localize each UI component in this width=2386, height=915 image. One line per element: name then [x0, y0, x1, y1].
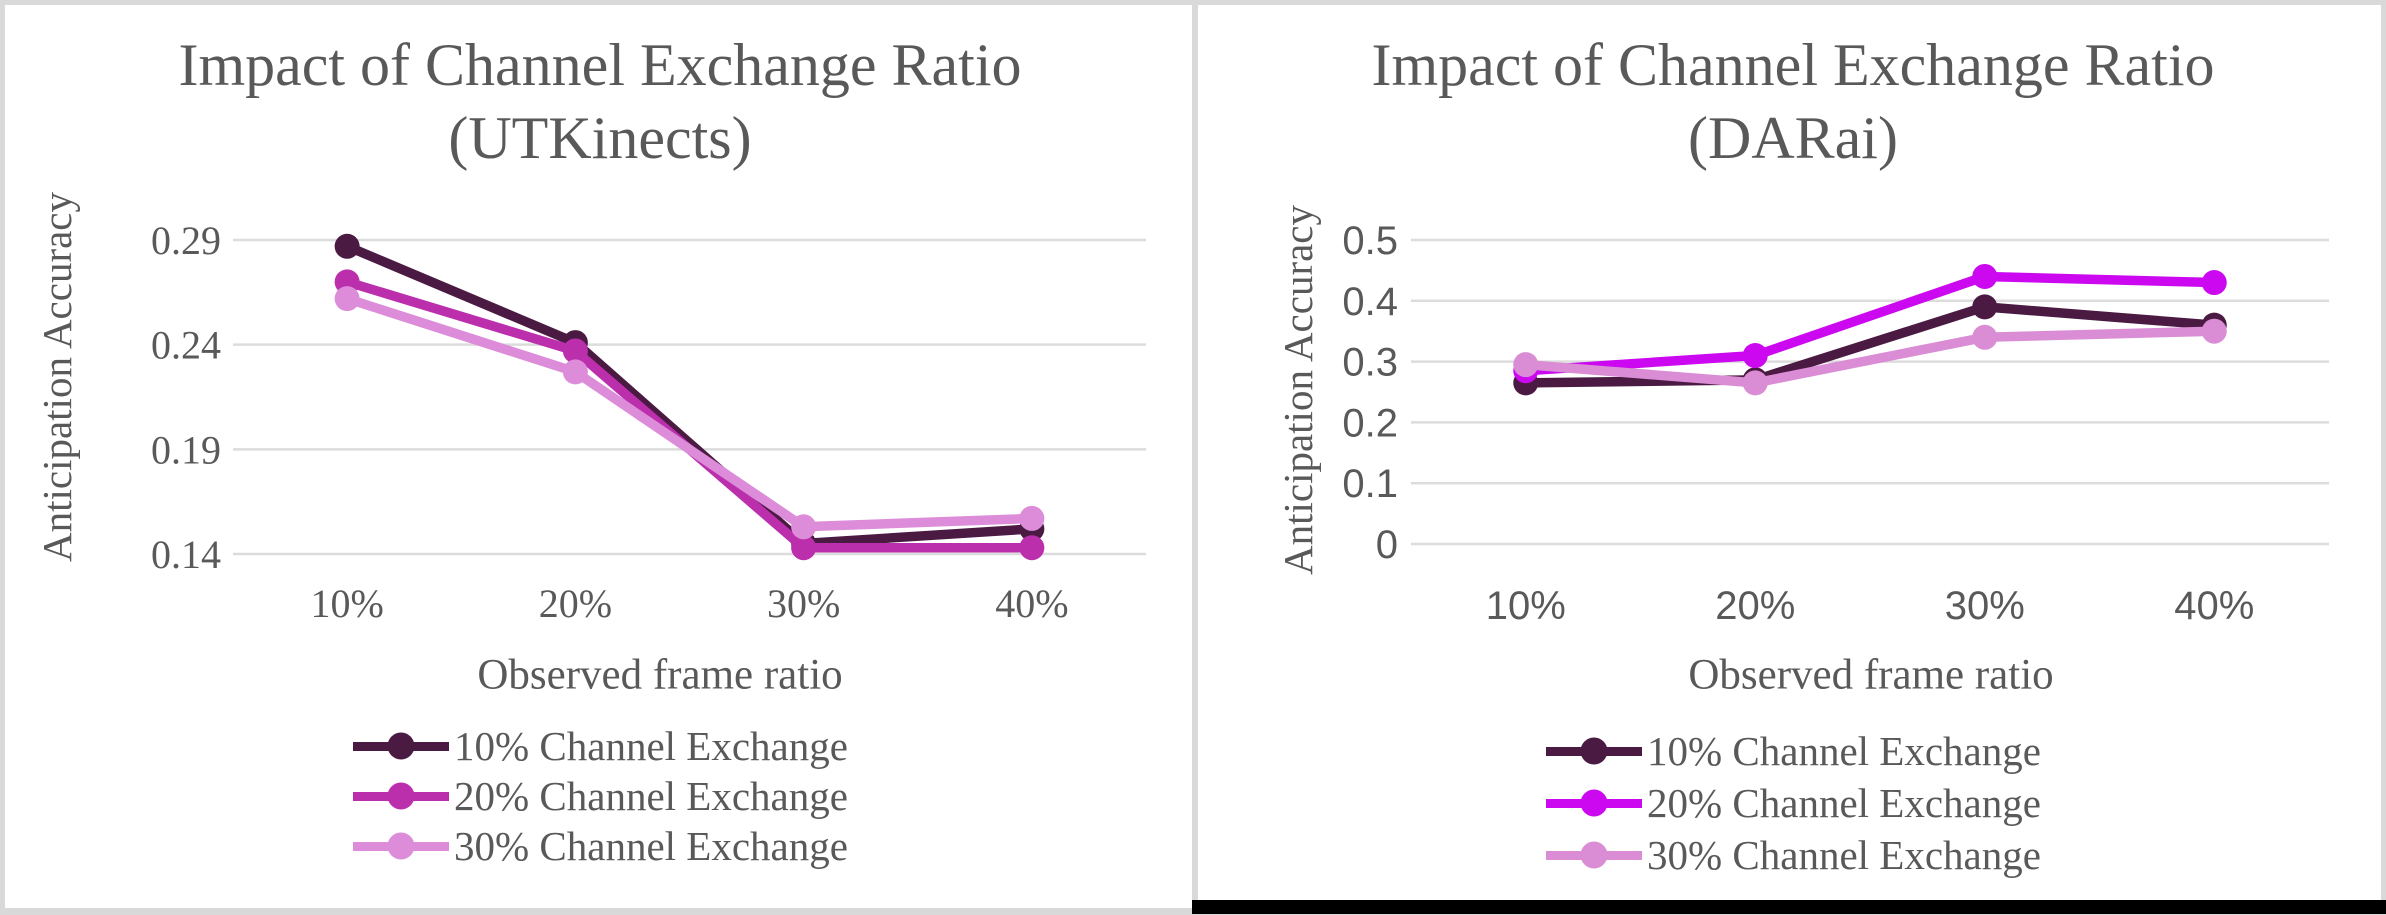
y-tick-label: 0.5 — [1342, 219, 1398, 263]
x-tick-label: 40% — [2174, 584, 2254, 628]
x-tick-label: 30% — [767, 581, 840, 626]
chart-title-line1: Impact of Channel Exchange Ratio — [178, 32, 1022, 98]
y-tick-label: 0.19 — [151, 427, 221, 472]
legend-item-label: 10% Channel Exchange — [1647, 728, 2041, 774]
bottom-black-bar — [1192, 900, 2386, 914]
x-tick-label: 40% — [995, 581, 1068, 626]
legend-item-label: 20% Channel Exchange — [454, 773, 848, 819]
chart-title: Impact of Channel Exchange Ratio (DARai) — [1208, 29, 2378, 175]
legend-item-label: 30% Channel Exchange — [454, 823, 848, 869]
data-point-marker — [1742, 343, 1768, 369]
legend-line-marker — [1546, 737, 1642, 765]
plot-area: 0.5 0.4 0.3 0.2 0.1 0 10% 20% 30% 40% — [1342, 219, 2329, 628]
legend-line-marker — [353, 782, 449, 810]
legend-item-label: 20% Channel Exchange — [1647, 780, 2041, 826]
chart-panel-utkinects: Impact of Channel Exchange Ratio (UTKine… — [5, 5, 1192, 908]
chart-title-line2: (DARai) — [1688, 105, 1898, 171]
data-point-marker — [1019, 535, 1045, 561]
data-point-marker — [2201, 270, 2227, 296]
legend-item: 30% Channel Exchange — [1546, 829, 2041, 881]
data-point-marker — [1513, 352, 1539, 378]
legend-dot-icon — [1580, 737, 1608, 765]
legend-line-marker — [1546, 841, 1642, 869]
series-line — [1525, 271, 2215, 376]
data-point-marker — [1972, 324, 1998, 350]
chart-title: Impact of Channel Exchange Ratio (UTKine… — [15, 29, 1185, 175]
legend-dot-icon — [387, 732, 415, 760]
chart-panel-darai: Impact of Channel Exchange Ratio (DARai)… — [1198, 5, 2381, 900]
legend: 10% Channel Exchange 20% Channel Exchange… — [1546, 725, 2041, 881]
data-point-marker — [1019, 505, 1045, 531]
data-point-marker — [334, 233, 360, 259]
legend: 10% Channel Exchange 20% Channel Exchange… — [353, 721, 848, 871]
data-point-marker — [1972, 263, 1998, 289]
x-tick-label: 30% — [1945, 584, 2025, 628]
legend-item: 10% Channel Exchange — [353, 721, 848, 771]
x-axis-title: Observed frame ratio — [1688, 651, 2054, 699]
legend-item-label: 10% Channel Exchange — [454, 723, 848, 769]
legend-line-marker — [1546, 789, 1642, 817]
y-tick-label: 0.29 — [151, 218, 221, 263]
data-point-marker — [2201, 318, 2227, 344]
x-tick-label: 10% — [310, 581, 383, 626]
chart-title-line1: Impact of Channel Exchange Ratio — [1371, 32, 2215, 98]
legend-item: 30% Channel Exchange — [353, 821, 848, 871]
x-tick-label: 10% — [1486, 584, 1566, 628]
series-line — [345, 294, 1033, 532]
y-tick-label: 0.3 — [1342, 341, 1398, 385]
series-line — [345, 241, 1033, 549]
y-tick-label: 0.4 — [1342, 280, 1398, 324]
legend-dot-icon — [387, 782, 415, 810]
y-tick-label: 0 — [1376, 523, 1398, 567]
y-tick-label: 0.24 — [151, 323, 221, 368]
legend-line-marker — [353, 732, 449, 760]
data-point-marker — [562, 338, 588, 364]
legend-dot-icon — [387, 832, 415, 860]
y-tick-label: 0.2 — [1342, 401, 1398, 445]
legend-line-marker — [353, 832, 449, 860]
x-tick-label: 20% — [1715, 584, 1795, 628]
legend-dot-icon — [1580, 841, 1608, 869]
legend-dot-icon — [1580, 789, 1608, 817]
legend-item-label: 30% Channel Exchange — [1647, 832, 2041, 878]
data-point-marker — [562, 359, 588, 385]
x-axis-title: Observed frame ratio — [477, 651, 843, 699]
plot-area: 0.29 0.24 0.19 0.14 10% 20% 30% 40% — [151, 218, 1146, 626]
data-point-marker — [791, 514, 817, 540]
legend-item: 20% Channel Exchange — [353, 771, 848, 821]
data-point-marker — [334, 286, 360, 312]
data-point-marker — [1972, 294, 1998, 320]
chart-title-line2: (UTKinects) — [448, 105, 752, 171]
series-line — [1525, 302, 2215, 388]
y-tick-label: 0.1 — [1342, 462, 1398, 506]
y-tick-label: 0.14 — [151, 532, 221, 577]
legend-item: 10% Channel Exchange — [1546, 725, 2041, 777]
x-tick-label: 20% — [539, 581, 612, 626]
series-line — [345, 277, 1032, 553]
legend-item: 20% Channel Exchange — [1546, 777, 2041, 829]
data-point-marker — [1742, 370, 1768, 396]
series-line — [1525, 326, 2215, 388]
data-point-marker — [791, 535, 817, 561]
